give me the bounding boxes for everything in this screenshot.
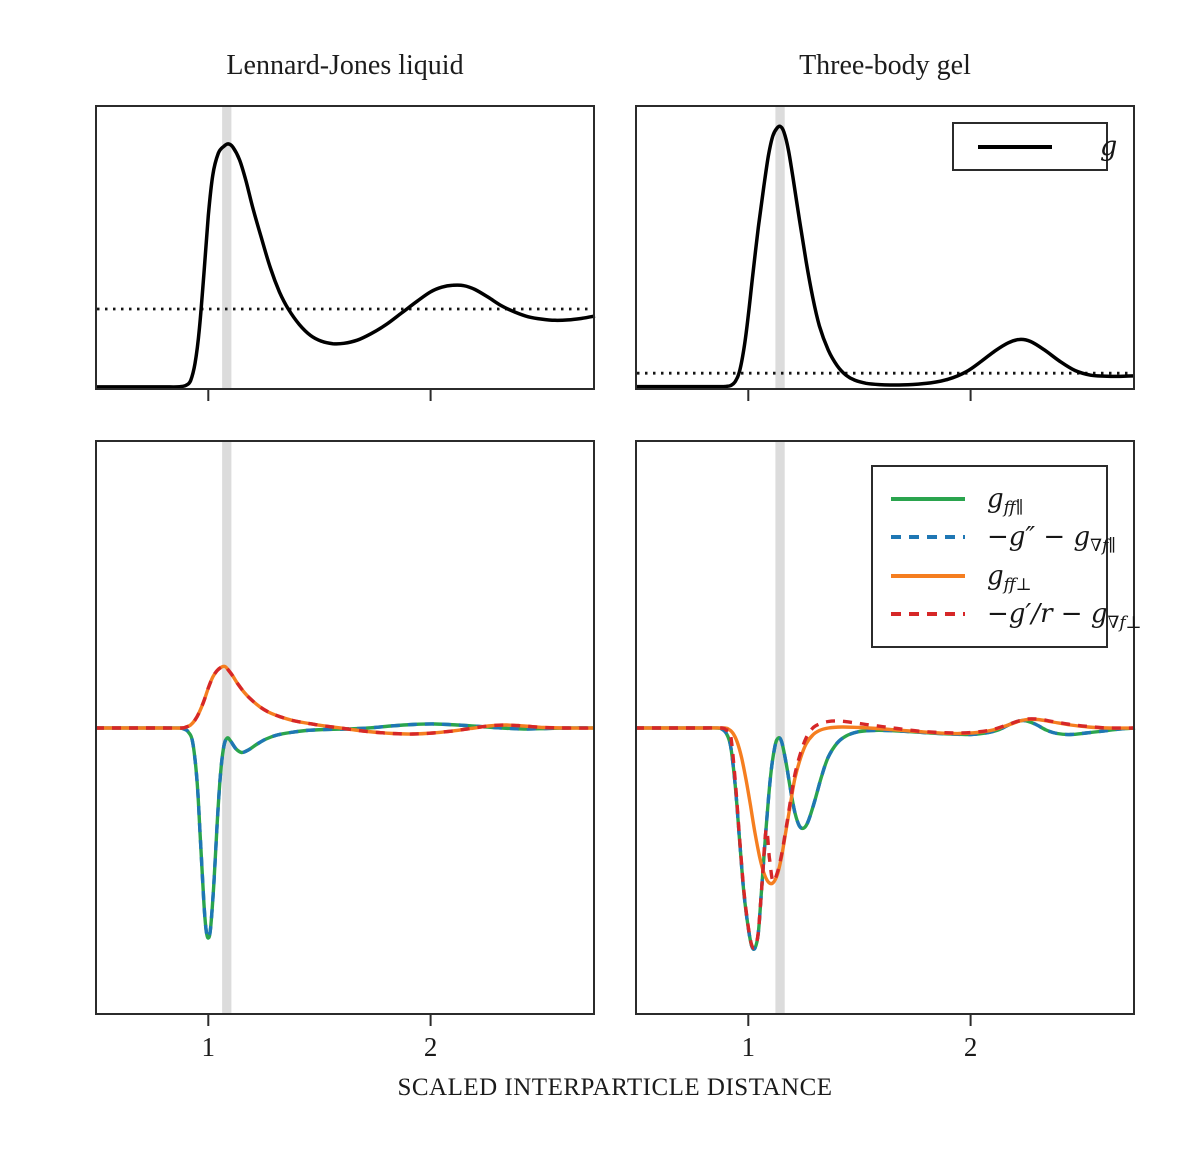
highlight-band — [775, 107, 785, 388]
legend-label-g: g — [1100, 133, 1117, 160]
legend-line-sample-g — [978, 144, 1052, 149]
highlight-band — [222, 107, 232, 388]
curve-g_ff_parallel — [95, 722, 596, 940]
chart-panel-lj-g — [95, 105, 596, 401]
panel-title-three-body-gel: Three-body gel — [799, 50, 971, 81]
legend-label-gff-perp: gff⊥ — [987, 560, 1032, 595]
x-tick-label-2: 2 — [424, 1032, 438, 1062]
x-tick-label-1: 1 — [202, 1032, 216, 1062]
highlight-band — [222, 442, 232, 1013]
legend-row-gff-parallel: gff∥ — [891, 483, 1106, 518]
panel-border — [635, 105, 1135, 390]
curve--g''-g_gradf_parallel — [635, 718, 1136, 951]
x-tick-label-1: 1 — [742, 1032, 756, 1062]
legend-label-second-derivative: −g″ − g∇f∥ — [987, 522, 1117, 557]
legend-g: g — [952, 122, 1117, 171]
chart-panel-gel-g — [634, 105, 1136, 401]
legend-label-g-main: g — [1100, 131, 1118, 162]
legend-label-gff-parallel: gff∥ — [987, 483, 1024, 518]
highlight-band — [775, 442, 785, 1013]
panel-border — [95, 105, 595, 390]
curve-g_ff_perp — [635, 717, 1136, 886]
legend-line-sample-gff-perp — [891, 573, 965, 578]
legend-line-sample-gff-parallel — [891, 496, 965, 501]
legend-row-first-derivative: −g′/r − g∇f⊥ — [891, 601, 1142, 632]
panel-title-lennard-jones-liquid: Lennard-Jones liquid — [226, 50, 464, 81]
legend-row-gff-perp: gff⊥ — [891, 560, 1106, 595]
x-axis-label: SCALED INTERPARTICLE DISTANCE — [397, 1074, 833, 1101]
legend-label-first-derivative: −g′/r − g∇f⊥ — [987, 599, 1142, 634]
legend-line-sample-first-derivative — [891, 612, 965, 617]
curve-g_ff_perp — [95, 664, 596, 736]
legend-line-sample-second-derivative — [891, 535, 965, 540]
curve--g'/r-g_gradf_perp — [635, 717, 1136, 950]
legend-row-second-derivative: −g″ − g∇f∥ — [891, 524, 1116, 555]
curve--g''-g_gradf_parallel — [95, 722, 596, 940]
curve-g — [95, 142, 596, 389]
curve-g_ff_parallel — [635, 718, 1136, 951]
panel-border — [635, 440, 1135, 1015]
curve--g'/r-g_gradf_perp — [95, 664, 596, 736]
curve-g — [634, 124, 1136, 389]
legend-force-correlations: gff∥ −g″ − g∇f∥ gff⊥ −g′/r − g∇f⊥ — [871, 465, 1142, 648]
panel-border — [95, 440, 595, 1015]
x-tick-label-2: 2 — [964, 1032, 978, 1062]
